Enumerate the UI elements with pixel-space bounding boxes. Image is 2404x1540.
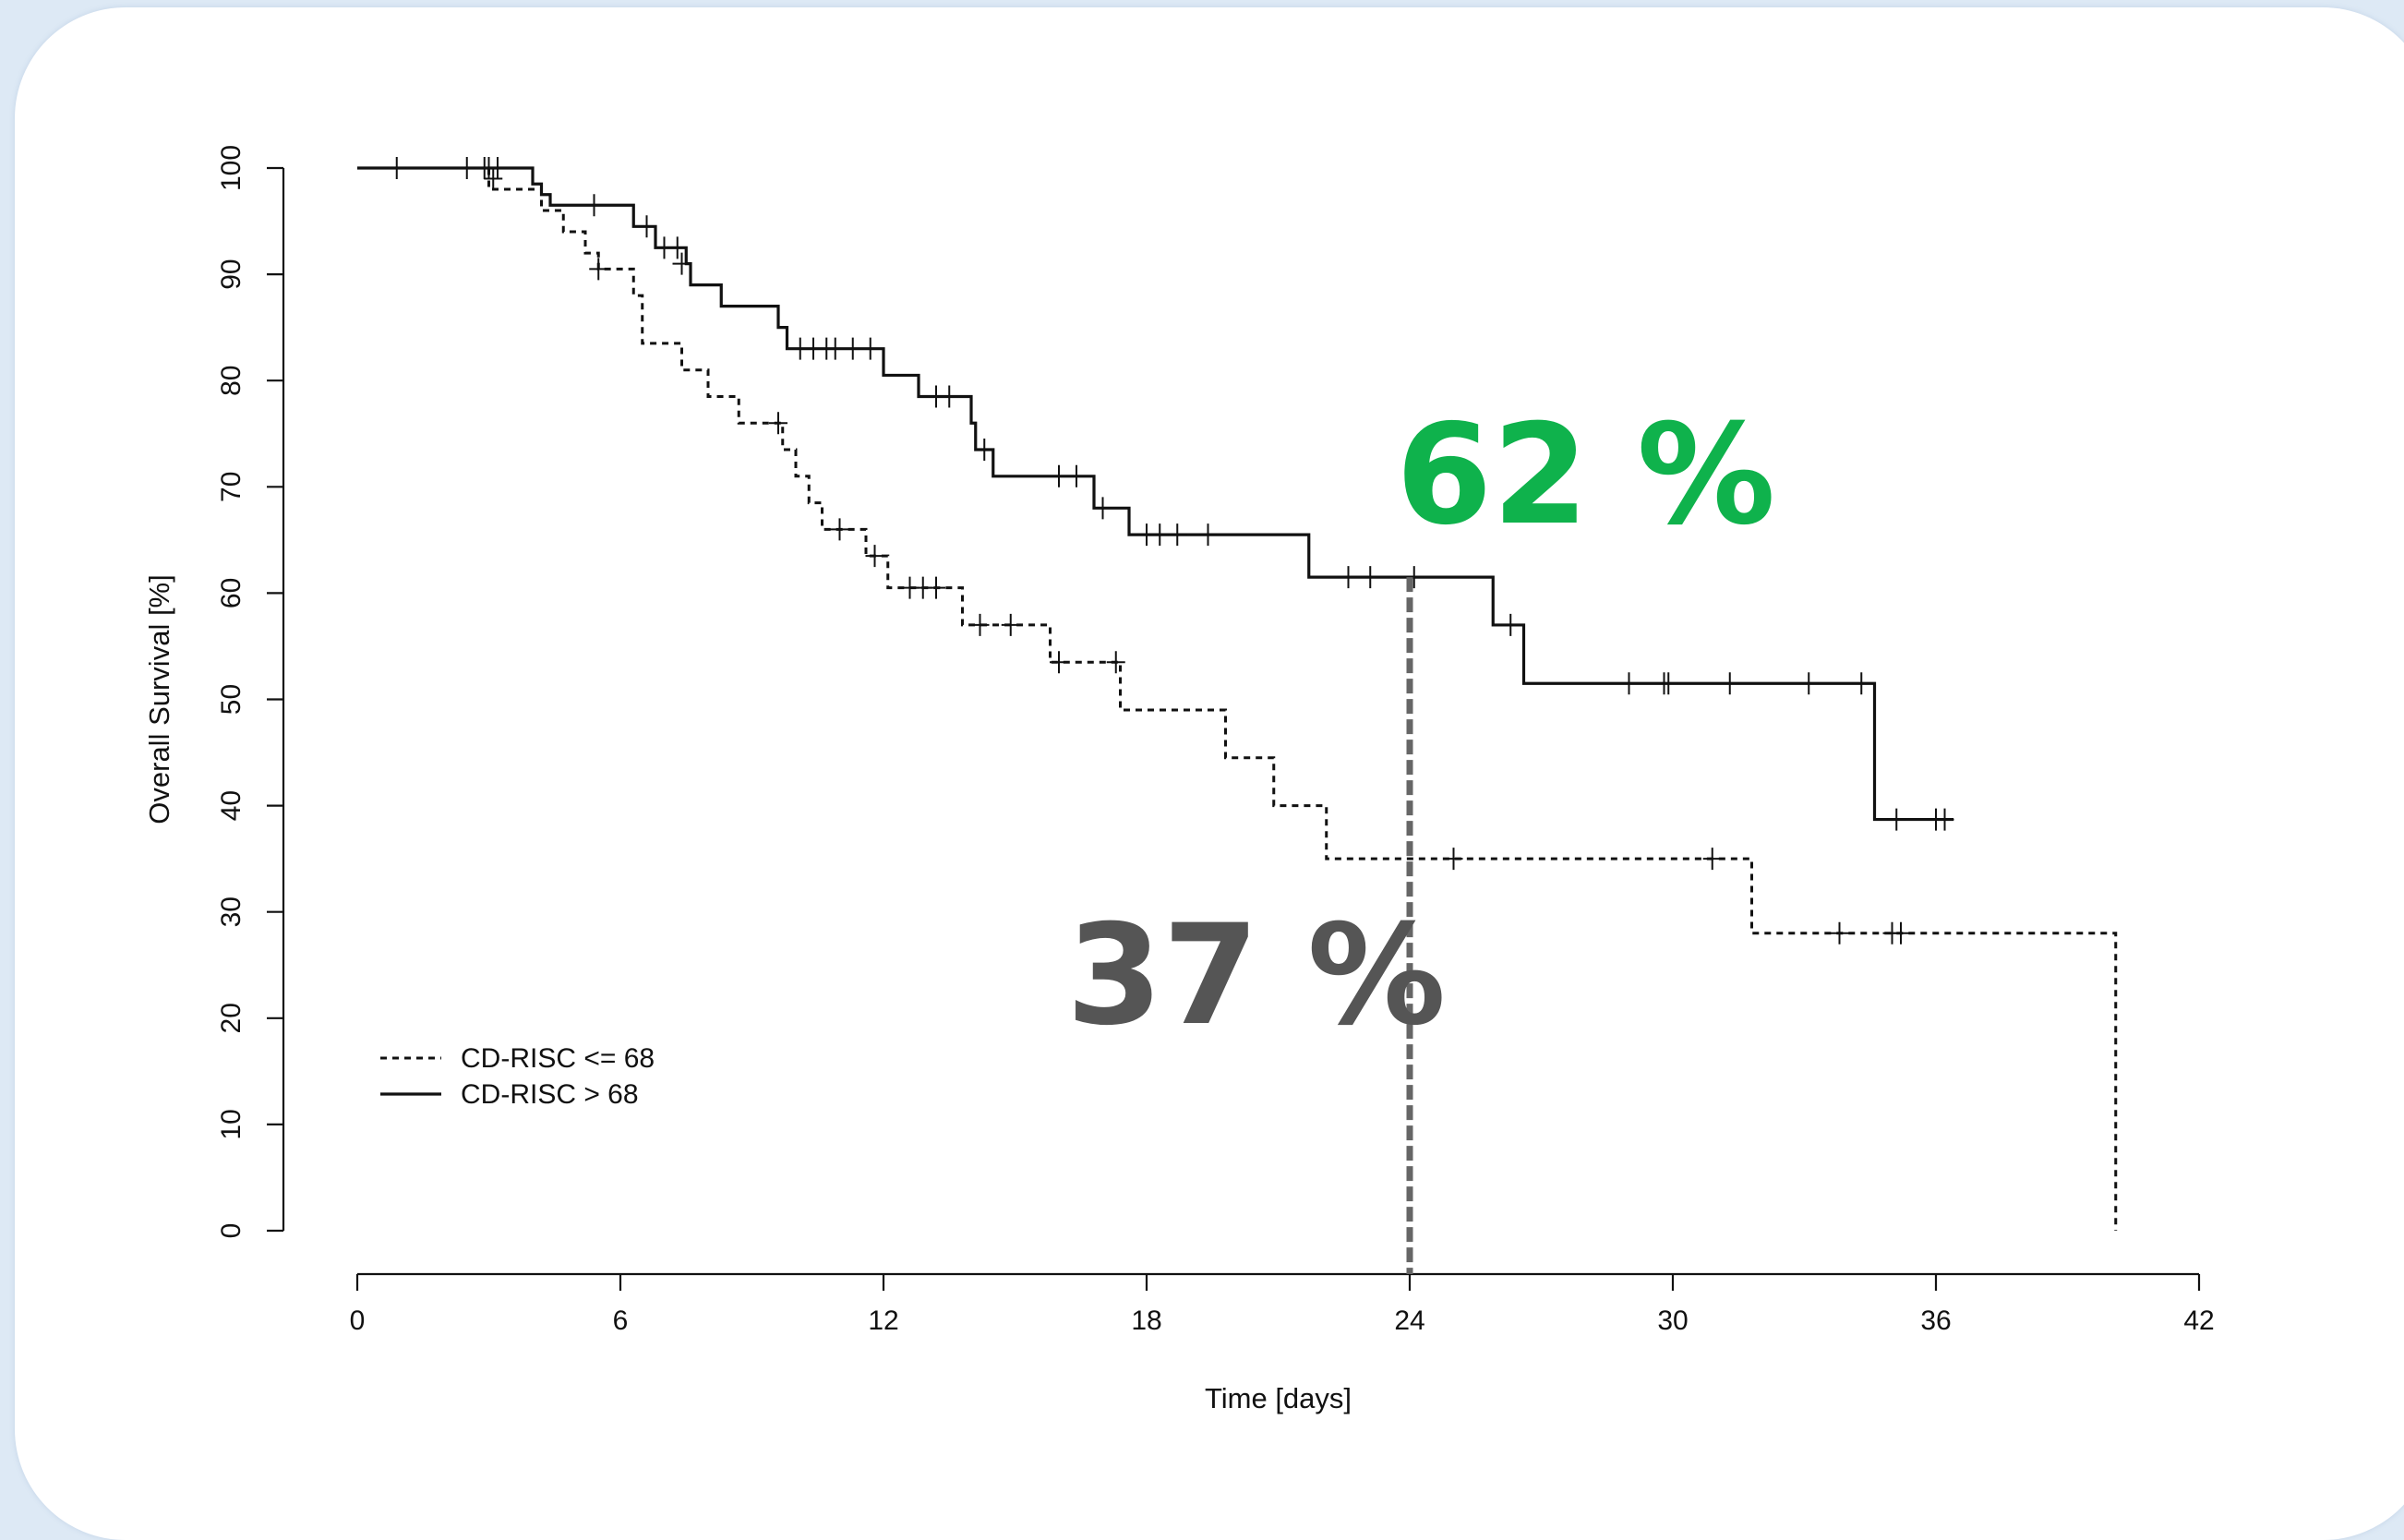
censor-mark xyxy=(1702,848,1722,871)
y-tick-label: 40 xyxy=(216,790,246,821)
censor-mark xyxy=(1619,672,1639,695)
censor-mark xyxy=(1168,523,1187,547)
censor-mark xyxy=(1067,464,1086,487)
censor-mark xyxy=(1935,808,1954,831)
censor-mark xyxy=(484,167,503,190)
x-tick-label: 6 xyxy=(613,1305,629,1336)
censor-mark xyxy=(1501,613,1521,636)
censor-mark xyxy=(1361,566,1380,589)
censor-mark xyxy=(1659,672,1678,695)
censor-mark xyxy=(1106,651,1125,674)
censor-mark xyxy=(1830,921,1849,944)
censor-mark xyxy=(1720,672,1739,695)
x-tick-label: 36 xyxy=(1920,1305,1951,1336)
censor-mark xyxy=(1050,464,1068,487)
censor-mark xyxy=(1887,808,1906,831)
series-cd-risc-le-68 xyxy=(357,157,2118,1231)
x-tick-label: 24 xyxy=(1394,1305,1424,1336)
x-tick-label: 18 xyxy=(1131,1305,1161,1336)
annotation-62-percent: 62 % xyxy=(1396,395,1775,556)
censor-mark xyxy=(927,576,945,599)
legend: CD-RISC <= 68 CD-RISC > 68 xyxy=(380,1043,655,1110)
y-axis-title: Overall Survival [%] xyxy=(143,574,175,824)
y-tick-label: 90 xyxy=(216,259,246,289)
censor-mark xyxy=(1050,651,1068,674)
censor-mark xyxy=(1799,672,1819,695)
series-group xyxy=(357,157,2118,1231)
censor-mark xyxy=(1339,566,1358,589)
y-tick-label: 60 xyxy=(216,578,246,608)
censor-mark xyxy=(1150,523,1170,547)
annotation-37-percent: 37 % xyxy=(1066,896,1446,1056)
censor-mark xyxy=(825,337,845,360)
censor-mark xyxy=(970,613,990,636)
censor-mark xyxy=(589,258,608,281)
survival-curve-line xyxy=(357,166,1953,822)
y-tick-label: 0 xyxy=(216,1223,246,1239)
censor-mark xyxy=(488,157,507,179)
overlay: 62 % 37 % xyxy=(1066,395,1775,1274)
x-tick-label: 30 xyxy=(1657,1305,1688,1336)
censor-mark xyxy=(860,337,880,360)
x-tick-label: 42 xyxy=(2183,1305,2214,1336)
chart-card xyxy=(15,7,2404,1540)
x-axis-title: Time [days] xyxy=(1205,1382,1352,1414)
y-tick-label: 10 xyxy=(216,1109,246,1139)
y-tick-label: 70 xyxy=(216,472,246,502)
y-tick-label: 30 xyxy=(216,896,246,927)
censor-mark xyxy=(975,439,994,462)
censor-mark xyxy=(672,252,691,275)
censor-mark xyxy=(940,385,959,408)
series-cd-risc-gt-68 xyxy=(357,157,1954,831)
censor-mark xyxy=(1093,497,1112,520)
axes: 0 6 12 18 24 30 36 42 Time [days] 0 10 20 30 40 50 60 70… xyxy=(143,145,2215,1414)
censor-mark xyxy=(1444,848,1463,871)
censor-mark xyxy=(865,545,884,568)
y-tick-label: 80 xyxy=(216,366,246,396)
x-tick-label: 0 xyxy=(350,1305,366,1336)
y-tick-label: 50 xyxy=(216,684,246,715)
y-tick-label: 20 xyxy=(216,1003,246,1033)
censor-mark xyxy=(843,337,862,360)
legend-label-cd-risc-gt-68: CD-RISC > 68 xyxy=(461,1079,639,1110)
censor-mark xyxy=(1852,672,1871,695)
censor-mark xyxy=(637,215,656,238)
censor-mark xyxy=(584,194,604,217)
censor-mark xyxy=(769,412,787,435)
censor-mark xyxy=(387,157,406,179)
censor-mark xyxy=(830,518,849,541)
censor-mark xyxy=(1892,921,1910,944)
censor-mark xyxy=(667,236,687,259)
survival-curve-line xyxy=(357,166,2118,1231)
censor-mark xyxy=(1001,613,1020,636)
censor-mark xyxy=(457,157,476,179)
survival-chart: 0 6 12 18 24 30 36 42 Time [days] 0 10 20 30 40 50 60 70… xyxy=(143,145,2215,1414)
legend-label-cd-risc-le-68: CD-RISC <= 68 xyxy=(461,1043,655,1074)
censor-mark xyxy=(1198,523,1218,547)
y-tick-label: 100 xyxy=(216,145,246,191)
x-tick-label: 12 xyxy=(868,1305,898,1336)
